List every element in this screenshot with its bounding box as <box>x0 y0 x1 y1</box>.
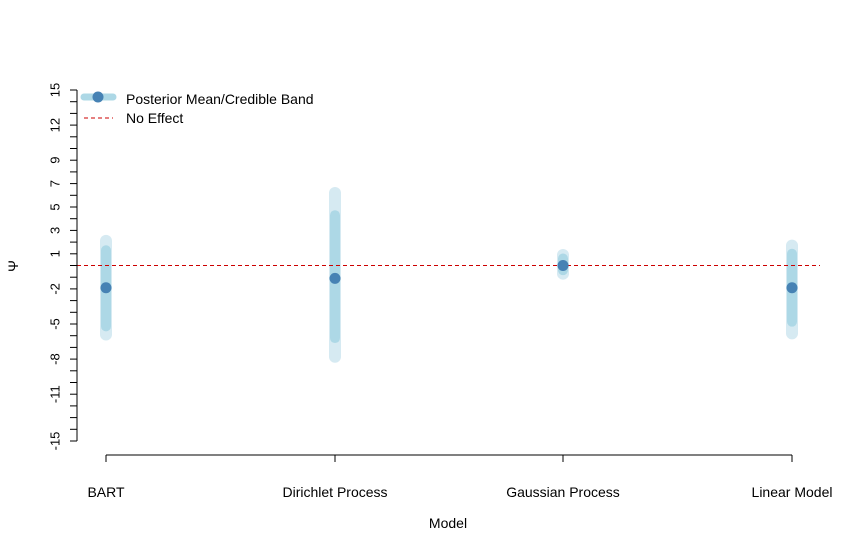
y-tick-label: 15 <box>48 83 63 97</box>
legend: Posterior Mean/Credible Band No Effect <box>80 91 314 126</box>
y-tick-label: 3 <box>48 227 63 234</box>
y-tick-label: -15 <box>48 432 63 451</box>
mean-point-2 <box>557 260 569 271</box>
y-axis-title: Ψ <box>5 260 21 272</box>
y-tick-label: 12 <box>48 118 63 132</box>
mean-point-1 <box>329 272 341 284</box>
y-tick-label: 7 <box>48 180 63 187</box>
y-tick-label: -8 <box>48 353 63 365</box>
y-tick-label: -11 <box>48 385 63 403</box>
legend-label-mean-band: Posterior Mean/Credible Band <box>126 91 314 107</box>
x-tick-label: BART <box>87 484 125 500</box>
mean-point-0 <box>100 282 112 294</box>
mean-point-3 <box>786 282 798 294</box>
credible-bands <box>100 186 798 363</box>
y-tick-label: 5 <box>48 203 63 210</box>
y-tick-label: -2 <box>48 283 63 295</box>
y-axis: -15 -11 -8 -5 -2 1 3 5 7 9 12 15 <box>48 83 78 451</box>
x-tick-label: Linear Model <box>752 484 833 500</box>
y-tick-label: 9 <box>48 157 63 164</box>
posterior-mean-points <box>100 260 798 294</box>
x-axis: BART Dirichlet Process Gaussian Process Lin… <box>87 454 833 500</box>
y-tick-label: -5 <box>48 318 63 330</box>
x-tick-label: Gaussian Process <box>506 484 620 500</box>
legend-label-no-effect: No Effect <box>126 110 183 126</box>
legend-mean-swatch <box>92 91 104 103</box>
x-axis-title: Model <box>429 515 467 531</box>
y-tick-label: 1 <box>48 250 63 257</box>
x-tick-label: Dirichlet Process <box>282 484 387 500</box>
